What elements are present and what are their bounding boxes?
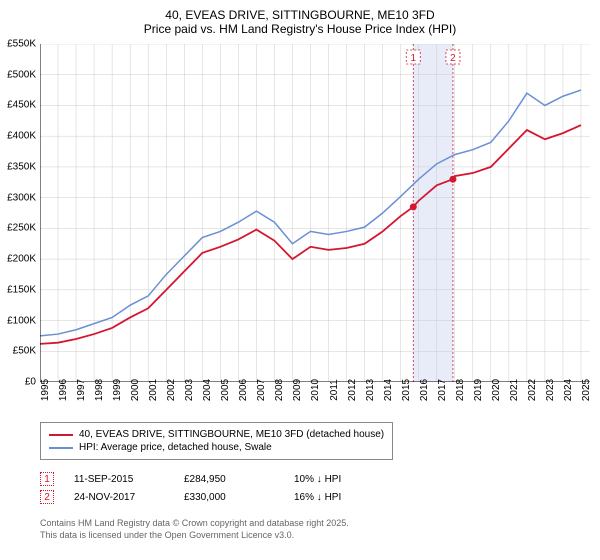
x-tick-label: 2004: [202, 379, 213, 401]
legend-swatch: [49, 434, 73, 436]
x-tick-label: 2009: [292, 379, 303, 401]
sale-delta: 16% ↓ HPI: [294, 492, 384, 503]
x-tick-label: 2003: [184, 379, 195, 401]
chart-svg: 12: [40, 44, 590, 382]
legend-swatch: [49, 447, 73, 449]
sale-price: £330,000: [184, 492, 274, 503]
x-tick-label: 2024: [563, 379, 574, 401]
x-tick-label: 2018: [455, 379, 466, 401]
chart-container: 40, EVEAS DRIVE, SITTINGBOURNE, ME10 3FD…: [0, 0, 600, 560]
x-tick-label: 2010: [310, 379, 321, 401]
x-tick-label: 2012: [347, 379, 358, 401]
x-tick-label: 2000: [130, 379, 141, 401]
legend-label: 40, EVEAS DRIVE, SITTINGBOURNE, ME10 3FD…: [79, 429, 384, 440]
y-axis-labels: £0£50K£100K£150K£200K£250K£300K£350K£400…: [0, 44, 38, 382]
title-line-1: 40, EVEAS DRIVE, SITTINGBOURNE, ME10 3FD: [0, 8, 600, 22]
x-tick-label: 1996: [58, 379, 69, 401]
legend: 40, EVEAS DRIVE, SITTINGBOURNE, ME10 3FD…: [40, 422, 393, 460]
legend-label: HPI: Average price, detached house, Swal…: [79, 442, 272, 453]
sale-marker-icon: 2: [40, 490, 54, 504]
legend-row: HPI: Average price, detached house, Swal…: [49, 442, 384, 453]
y-tick-label: £50K: [13, 346, 36, 357]
x-tick-label: 2019: [473, 379, 484, 401]
x-tick-label: 2021: [509, 379, 520, 401]
footer-line-1: Contains HM Land Registry data © Crown c…: [40, 518, 349, 530]
x-tick-label: 1999: [112, 379, 123, 401]
sale-row: 2 24-NOV-2017 £330,000 16% ↓ HPI: [40, 490, 384, 504]
y-tick-label: £150K: [7, 284, 36, 295]
x-tick-label: 2007: [256, 379, 267, 401]
chart-plot-area: 12: [40, 44, 590, 382]
y-tick-label: £400K: [7, 131, 36, 142]
y-tick-label: £100K: [7, 315, 36, 326]
x-tick-label: 2020: [491, 379, 502, 401]
x-tick-label: 1995: [40, 379, 51, 401]
x-tick-label: 2017: [437, 379, 448, 401]
x-tick-label: 2016: [419, 379, 430, 401]
y-tick-label: £450K: [7, 100, 36, 111]
x-tick-label: 1997: [76, 379, 87, 401]
x-tick-label: 1998: [94, 379, 105, 401]
y-tick-label: £0: [25, 377, 36, 388]
sales-table: 1 11-SEP-2015 £284,950 10% ↓ HPI 2 24-NOV-201…: [40, 468, 384, 508]
footer: Contains HM Land Registry data © Crown c…: [40, 518, 349, 541]
x-tick-label: 2001: [148, 379, 159, 401]
y-tick-label: £550K: [7, 39, 36, 50]
sale-delta: 10% ↓ HPI: [294, 474, 384, 485]
x-tick-label: 2006: [238, 379, 249, 401]
x-tick-label: 2013: [365, 379, 376, 401]
x-tick-label: 2014: [383, 379, 394, 401]
x-tick-label: 2002: [166, 379, 177, 401]
sale-row: 1 11-SEP-2015 £284,950 10% ↓ HPI: [40, 472, 384, 486]
x-tick-label: 2022: [527, 379, 538, 401]
x-tick-label: 2011: [329, 379, 340, 401]
title-block: 40, EVEAS DRIVE, SITTINGBOURNE, ME10 3FD…: [0, 0, 600, 40]
sale-date: 24-NOV-2017: [74, 492, 164, 503]
sale-date: 11-SEP-2015: [74, 474, 164, 485]
x-axis-labels: 1995199619971998199920002001200220032004…: [40, 386, 590, 426]
x-tick-label: 2015: [401, 379, 412, 401]
title-line-2: Price paid vs. HM Land Registry's House …: [0, 22, 600, 36]
sale-price: £284,950: [184, 474, 274, 485]
x-tick-label: 2025: [581, 379, 592, 401]
y-tick-label: £250K: [7, 223, 36, 234]
svg-text:1: 1: [410, 53, 416, 64]
x-tick-label: 2008: [274, 379, 285, 401]
legend-row: 40, EVEAS DRIVE, SITTINGBOURNE, ME10 3FD…: [49, 429, 384, 440]
y-tick-label: £500K: [7, 69, 36, 80]
footer-line-2: This data is licensed under the Open Gov…: [40, 530, 349, 542]
sale-marker-icon: 1: [40, 472, 54, 486]
svg-text:2: 2: [450, 53, 456, 64]
y-tick-label: £350K: [7, 161, 36, 172]
y-tick-label: £300K: [7, 192, 36, 203]
x-tick-label: 2005: [220, 379, 231, 401]
y-tick-label: £200K: [7, 254, 36, 265]
x-tick-label: 2023: [545, 379, 556, 401]
